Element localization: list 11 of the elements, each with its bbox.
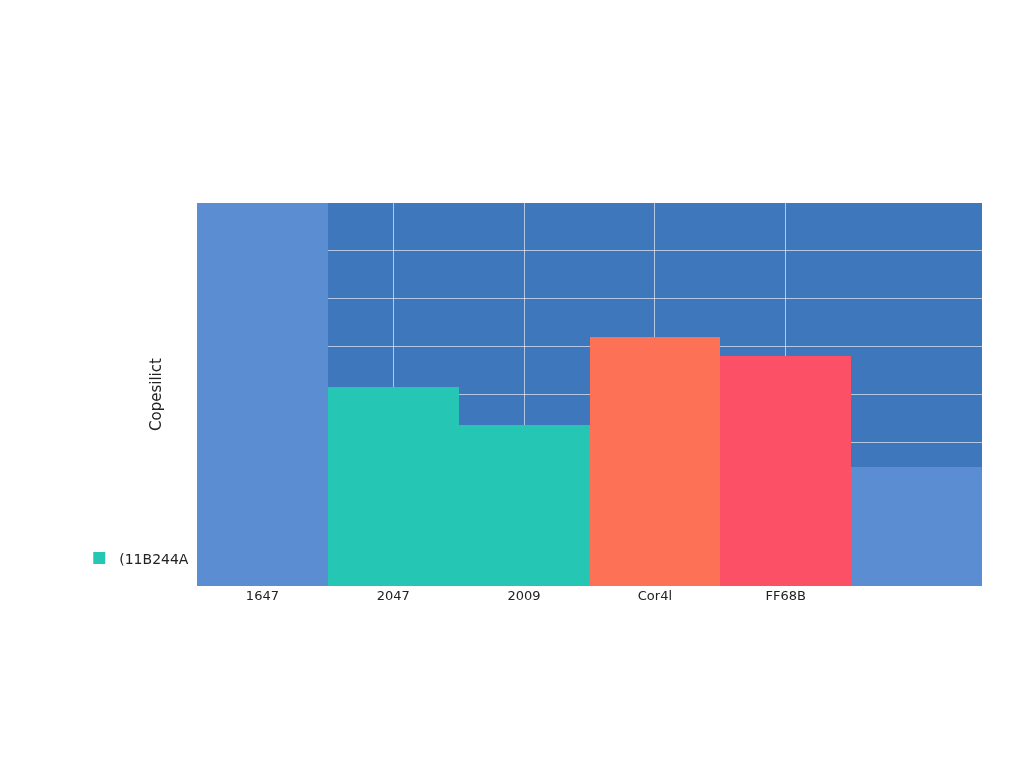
bar: [197, 203, 328, 586]
x-tick-label: 2009: [507, 588, 541, 603]
x-tick-label: Cor4l: [637, 588, 673, 603]
x-tick-label: 1647: [245, 588, 279, 603]
x-tick-label: FF68B: [765, 588, 806, 603]
x-tick-label: 2047: [376, 588, 410, 603]
legend-label: (11B244A: [119, 550, 189, 567]
bar: [590, 337, 720, 586]
y-axis-title: Copesilict: [147, 357, 166, 431]
bar: [720, 356, 851, 586]
bar: [851, 467, 982, 586]
